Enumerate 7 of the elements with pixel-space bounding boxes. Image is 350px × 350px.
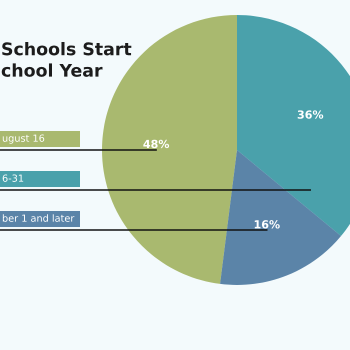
slice-label: 6-31 (2, 174, 24, 182)
data-label: 16% (254, 220, 280, 229)
data-label: 48% (143, 140, 170, 148)
data-label: 36% (298, 110, 324, 119)
text: Schools Start chool Year (2, 42, 132, 77)
slice-label: ber 1 and later (2, 214, 74, 222)
slice-label: ugust 16 (2, 134, 44, 144)
